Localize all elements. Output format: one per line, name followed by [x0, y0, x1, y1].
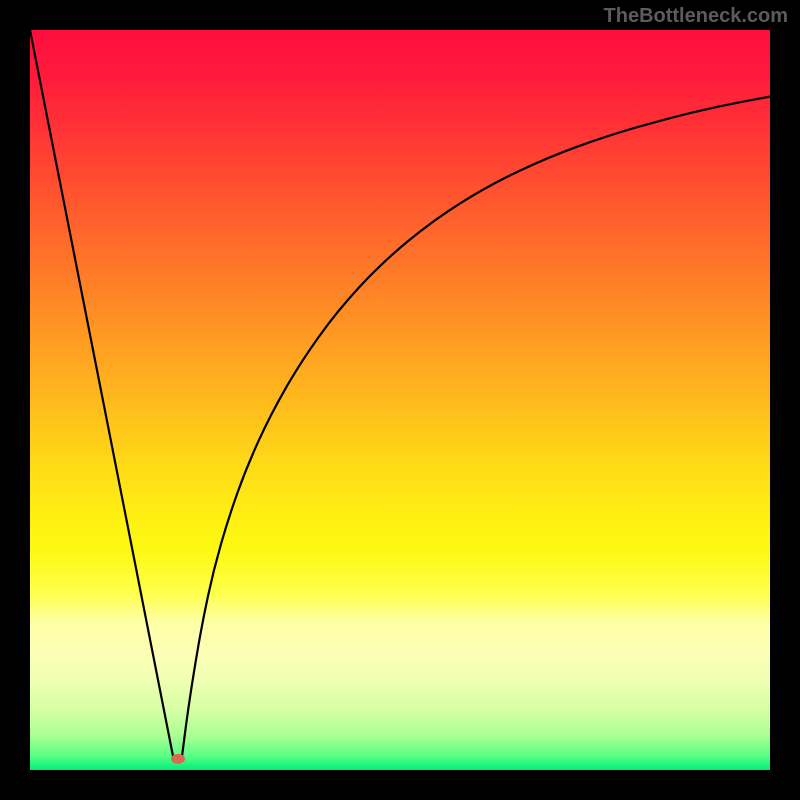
chart-background-gradient	[30, 30, 770, 770]
chart-svg: TheBottleneck.com	[0, 0, 800, 800]
attribution-text: TheBottleneck.com	[604, 5, 788, 27]
curve-minimum-marker	[171, 754, 185, 764]
bottleneck-chart: TheBottleneck.com	[0, 0, 800, 800]
